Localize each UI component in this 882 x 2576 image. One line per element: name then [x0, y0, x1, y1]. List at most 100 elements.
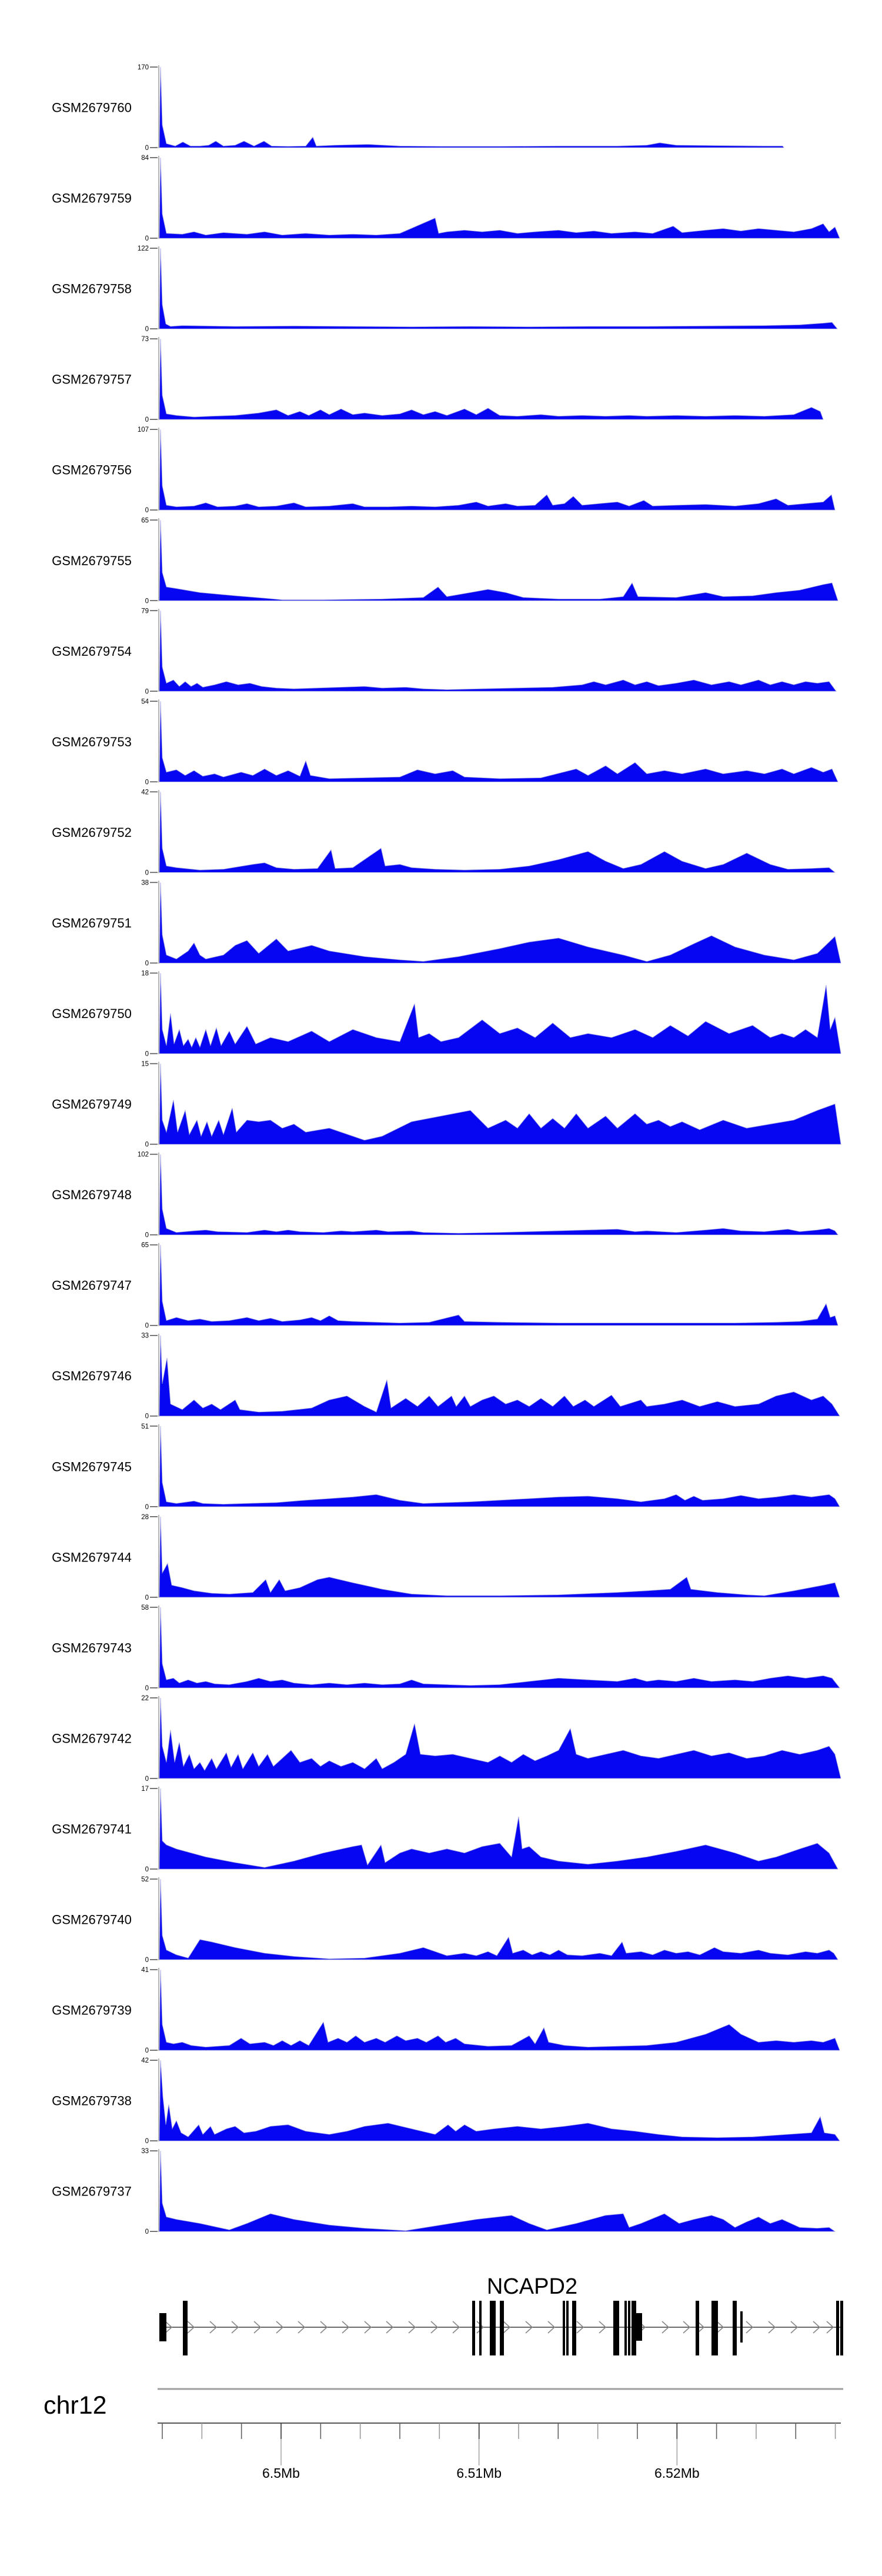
strand-arrow-icon [253, 2321, 262, 2334]
exon-block [566, 2301, 569, 2355]
y-zero-label: 0 [145, 1594, 149, 1601]
gene-label: NCAPD2 [486, 2274, 578, 2299]
y-max-label: 33 [141, 2148, 149, 2155]
y-zero-label: 0 [145, 688, 149, 695]
y-zero-label: 0 [145, 1232, 149, 1239]
exon-block [472, 2301, 475, 2355]
axis-tick-label: 6.52Mb [654, 2465, 700, 2481]
strand-arrow-icon [165, 2321, 173, 2334]
sample-label: GSM2679740 [52, 1913, 132, 1927]
y-zero-label: 0 [145, 1504, 149, 1511]
coverage-area [159, 1516, 840, 1598]
y-zero-label: 0 [145, 1142, 149, 1149]
y-zero-label: 0 [145, 1323, 149, 1330]
y-zero-label: 0 [145, 960, 149, 967]
coverage-area [159, 1788, 838, 1870]
strand-arrow-icon [716, 2321, 724, 2334]
exon-block [696, 2301, 699, 2355]
strand-arrow-icon [342, 2321, 350, 2334]
strand-arrow-icon [813, 2321, 821, 2334]
y-max-label: 41 [141, 1967, 149, 1974]
y-max-label: 38 [141, 879, 149, 886]
y-zero-label: 0 [145, 598, 149, 605]
strand-arrow-icon [576, 2321, 584, 2334]
sample-label: GSM2679739 [52, 2003, 132, 2018]
coverage-area [159, 1063, 841, 1144]
sample-label: GSM2679760 [52, 101, 132, 115]
y-max-label: 107 [138, 426, 149, 433]
y-zero-label: 0 [145, 1776, 149, 1783]
sample-label: GSM2679750 [52, 1006, 132, 1021]
axis-tick-label: 6.5Mb [262, 2465, 300, 2481]
y-max-label: 170 [138, 64, 149, 71]
y-max-label: 54 [141, 698, 149, 705]
sample-label: GSM2679742 [52, 1731, 132, 1746]
coverage-area [159, 1426, 840, 1507]
coverage-area [159, 158, 840, 239]
coverage-area [159, 610, 837, 692]
sample-label: GSM2679747 [52, 1278, 132, 1293]
strand-arrow-icon [599, 2321, 607, 2334]
y-max-label: 84 [141, 155, 149, 162]
y-zero-label: 0 [145, 1685, 149, 1692]
coverage-area [159, 2060, 840, 2141]
y-zero-label: 0 [145, 326, 149, 333]
coverage-area [159, 1154, 838, 1236]
sample-label: GSM2679738 [52, 2094, 132, 2108]
strand-arrow-icon [503, 2321, 511, 2334]
coverage-area [159, 2151, 836, 2232]
y-zero-label: 0 [145, 416, 149, 423]
y-zero-label: 0 [145, 1957, 149, 1964]
sample-label: GSM2679737 [52, 2184, 132, 2199]
strand-arrow-icon [276, 2321, 284, 2334]
y-max-label: 18 [141, 970, 149, 977]
exon-block [183, 2301, 188, 2355]
sample-label: GSM2679752 [52, 825, 132, 840]
y-zero-label: 0 [145, 145, 149, 152]
sample-label: GSM2679744 [52, 1550, 132, 1564]
sample-label: GSM2679758 [52, 282, 132, 296]
y-max-label: 73 [141, 336, 149, 343]
y-max-label: 17 [141, 1786, 149, 1793]
y-zero-label: 0 [145, 779, 149, 786]
strand-arrow-icon [790, 2321, 799, 2334]
exon-block [613, 2301, 619, 2355]
coverage-area [159, 701, 838, 782]
strand-arrow-icon [298, 2321, 306, 2334]
sample-label: GSM2679741 [52, 1821, 132, 1836]
y-max-label: 42 [141, 2057, 149, 2064]
strand-arrow-icon [231, 2321, 239, 2334]
exon-block [624, 2301, 627, 2355]
coverage-area [159, 1244, 838, 1326]
coverage-area [159, 520, 838, 601]
strand-arrow-icon [746, 2321, 754, 2334]
strand-arrow-icon [430, 2321, 439, 2334]
y-zero-label: 0 [145, 1866, 149, 1873]
sample-label: GSM2679757 [52, 372, 132, 387]
y-max-label: 58 [141, 1604, 149, 1611]
exon-block [500, 2301, 504, 2355]
y-max-label: 65 [141, 1242, 149, 1249]
coverage-area [159, 429, 836, 510]
coverage-area [159, 882, 841, 963]
sample-label: GSM2679748 [52, 1187, 132, 1202]
sample-label: GSM2679754 [52, 644, 132, 659]
coverage-area [159, 248, 838, 329]
y-zero-label: 0 [145, 2138, 149, 2145]
exon-block [733, 2301, 737, 2355]
y-max-label: 33 [141, 1333, 149, 1340]
strand-arrow-icon [320, 2321, 328, 2334]
sample-label: GSM2679759 [52, 191, 132, 206]
coverage-area [159, 339, 824, 420]
exon-block [836, 2301, 839, 2355]
coverage-area [159, 1878, 838, 1960]
y-max-label: 122 [138, 245, 149, 252]
strand-arrow-icon [452, 2321, 460, 2334]
y-zero-label: 0 [145, 1413, 149, 1420]
exon-block [632, 2301, 636, 2355]
strand-arrow-icon [209, 2321, 218, 2334]
strand-arrow-icon [408, 2321, 416, 2334]
coverage-area [159, 973, 841, 1054]
